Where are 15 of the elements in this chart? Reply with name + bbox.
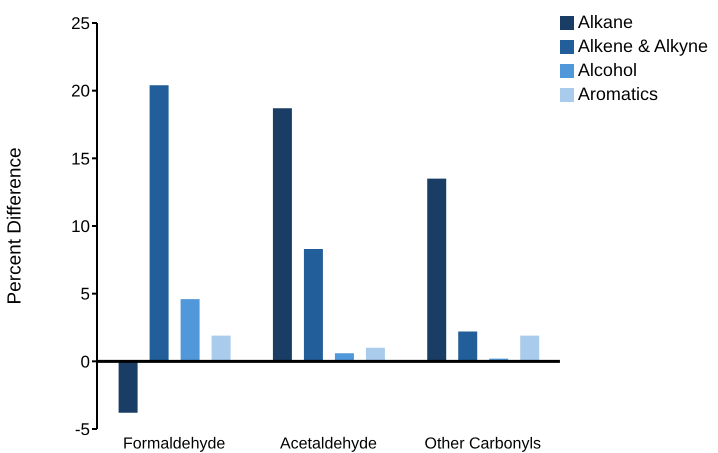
x-tick-label: Other Carbonyls — [424, 435, 542, 452]
y-tick-label: -5 — [74, 420, 90, 440]
y-tick-label: 25 — [71, 14, 90, 34]
y-tick-label: 20 — [71, 82, 90, 101]
x-tick-label: Formaldehyde — [123, 435, 226, 452]
y-tick-label: 0 — [80, 352, 90, 372]
legend-label: Alcohol — [578, 60, 637, 80]
legend-label: Aromatics — [578, 84, 658, 104]
y-tick-label: 15 — [71, 149, 90, 168]
y-tick-label: 10 — [71, 217, 90, 236]
legend-label: Alkene & Alkyne — [578, 36, 708, 56]
y-axis-title: Percent Difference — [4, 147, 26, 305]
x-tick-label: Acetaldehyde — [280, 435, 378, 452]
y-tick-label: 5 — [80, 284, 90, 304]
legend-label: Alkane — [578, 12, 633, 32]
